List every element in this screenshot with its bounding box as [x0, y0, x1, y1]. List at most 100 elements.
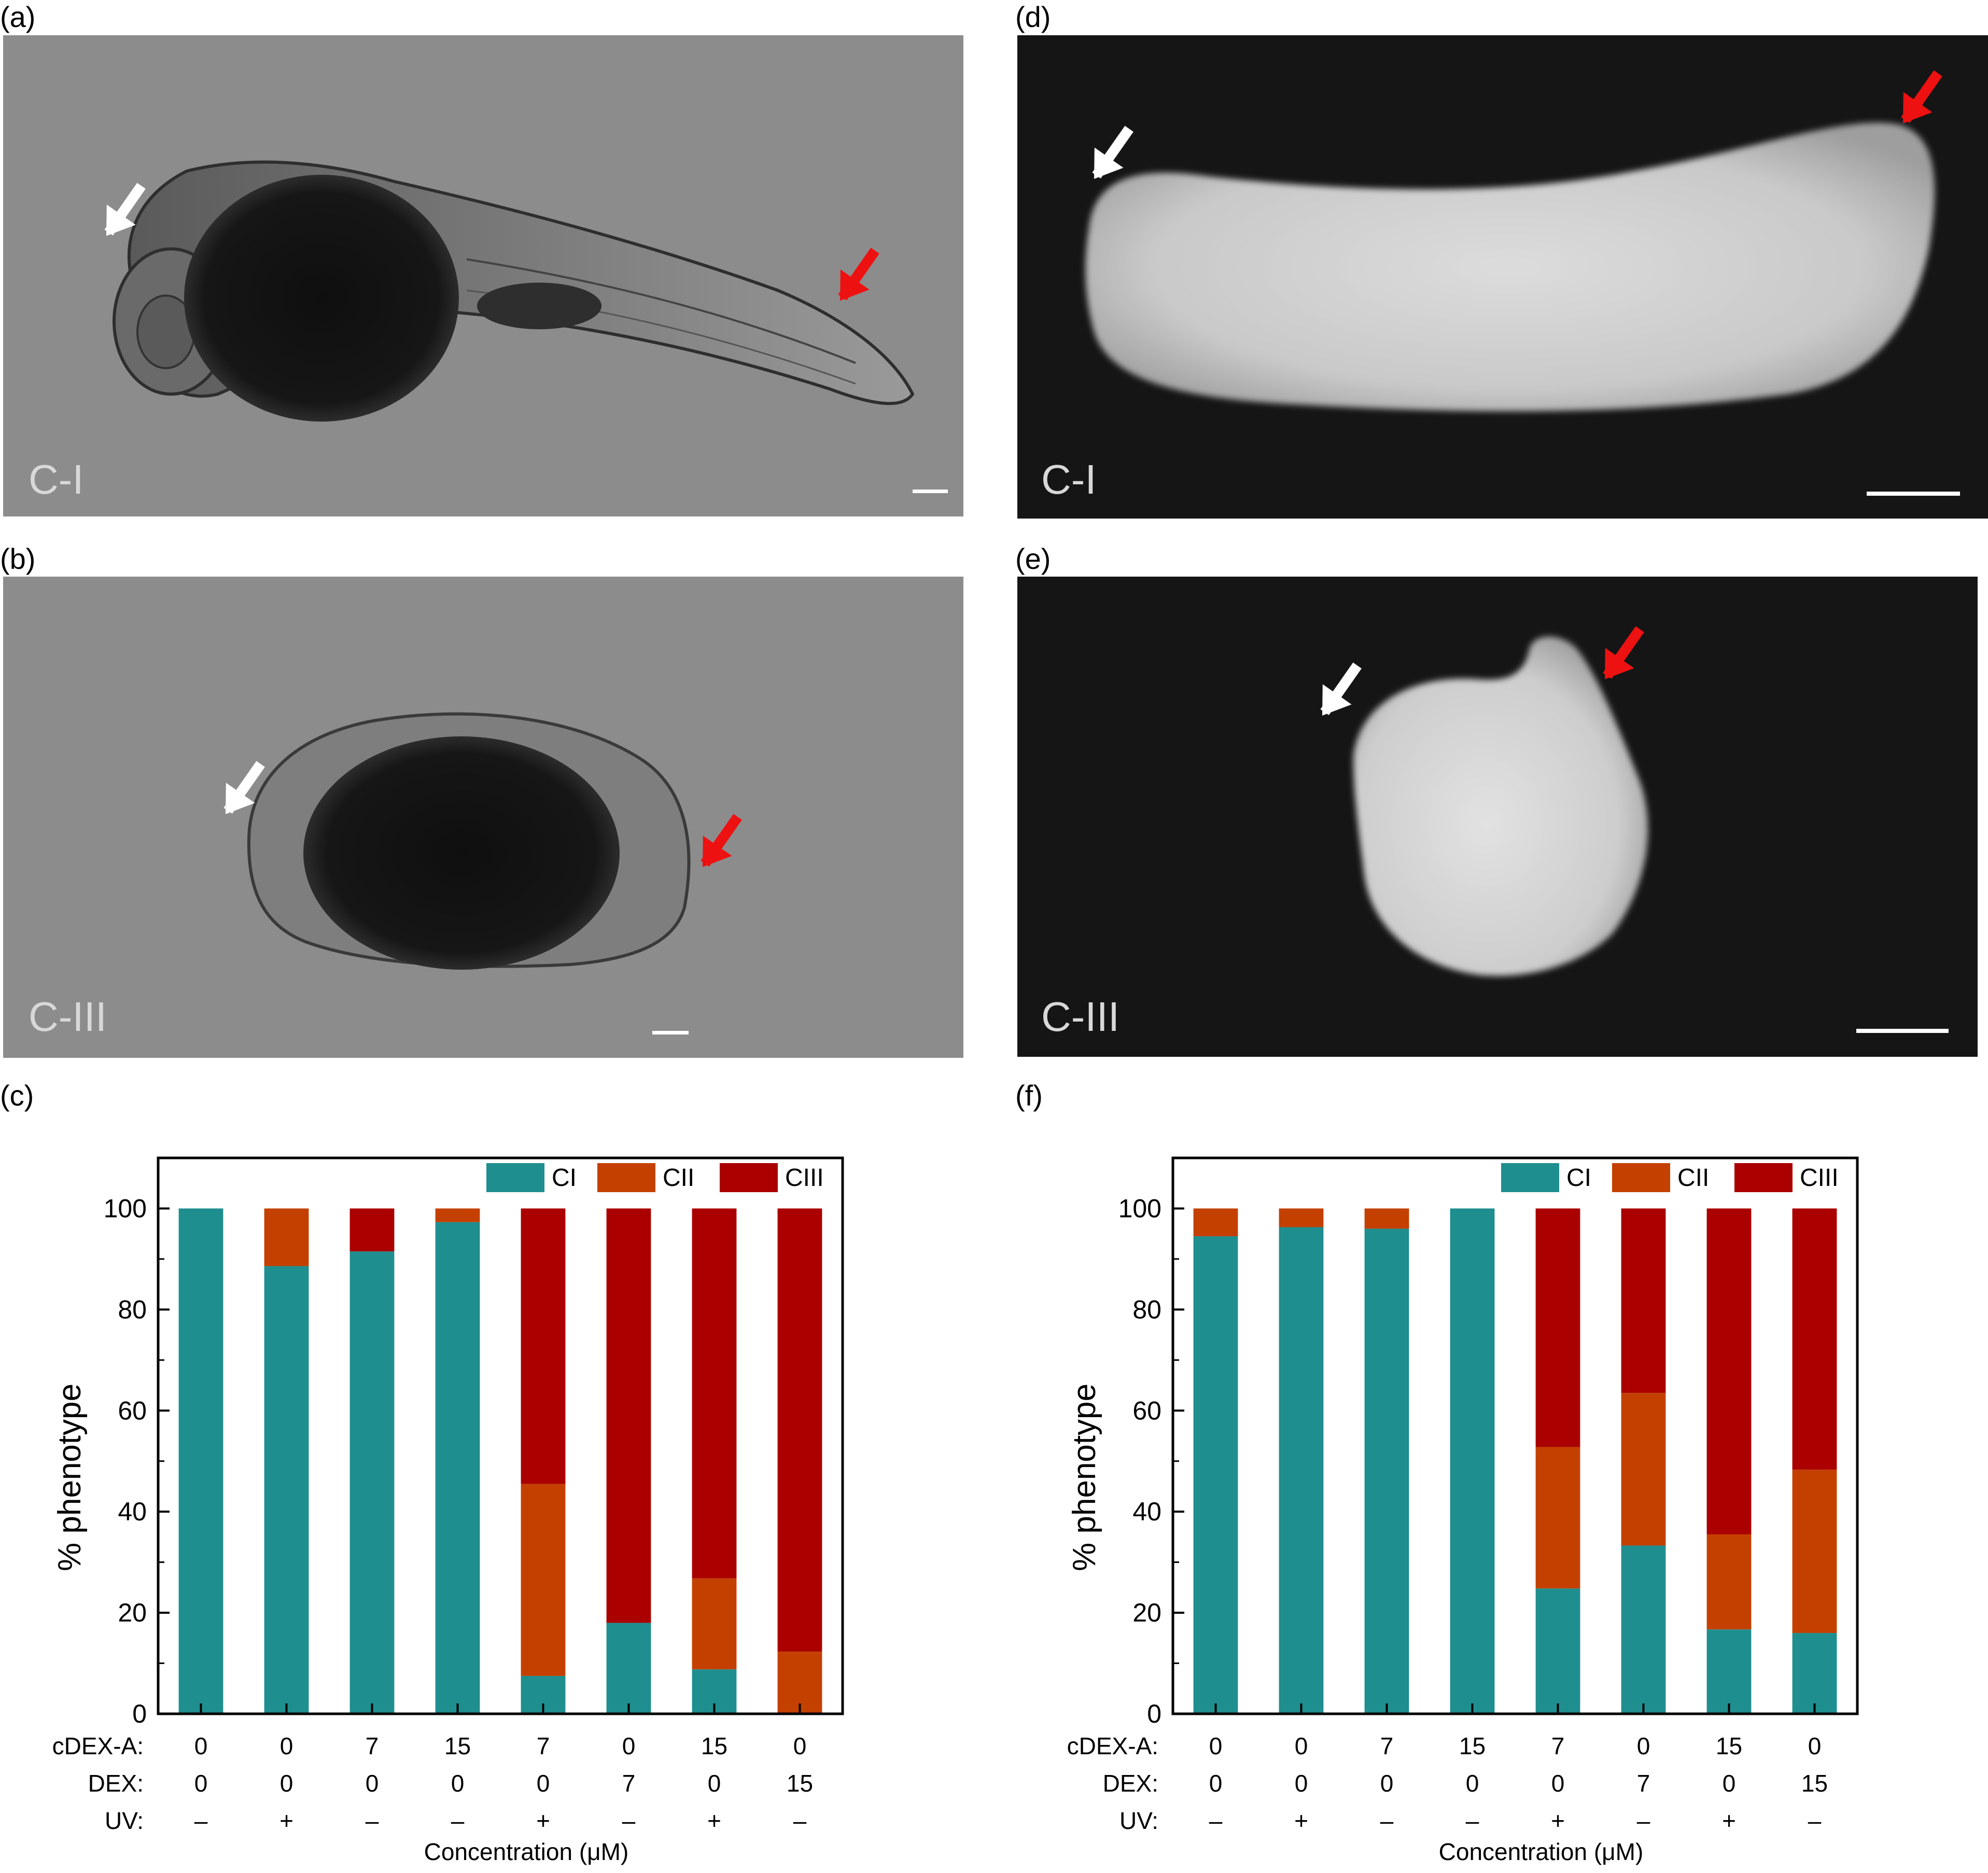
bar-f-ci-6 [1621, 1545, 1666, 1714]
bar-c-cii-4 [435, 1208, 480, 1222]
table-cell-c-1-2: 0 [280, 1770, 293, 1797]
legend-label-c-cii: CII [663, 1164, 694, 1192]
table-row-label-c-1: DEX: [88, 1770, 144, 1797]
table-cell-c-1-6: 7 [622, 1770, 636, 1797]
plot-frame-f [1171, 1156, 1859, 1715]
bar-f-ci-8 [1792, 1633, 1837, 1714]
red-arrow-icon [1603, 626, 1644, 679]
y-tick-label-f-2: 40 [1132, 1497, 1161, 1526]
table-cell-f-0-7: 15 [1716, 1732, 1742, 1759]
panel-letter-c: (c) [0, 1079, 34, 1112]
table-cell-c-1-7: 0 [708, 1770, 721, 1797]
bar-f-ci-3 [1364, 1228, 1409, 1714]
bar-c-ciii-8 [777, 1208, 822, 1652]
panel-letter-e: (e) [1015, 542, 1051, 575]
y-tick-label-c-4: 80 [118, 1295, 147, 1324]
panel-f: (f) 0 20 40 60 80 100 % phenotype cDEX-A: 0 0 7 15 7… [1015, 1079, 1859, 1865]
image-label-d: C-I [1041, 456, 1097, 502]
table-cell-f-1-3: 0 [1380, 1770, 1394, 1797]
legend-label-f-ciii: CIII [1800, 1164, 1839, 1192]
table-cell-c-2-7: + [707, 1807, 721, 1834]
y-axis-title-f: % phenotype [1067, 1383, 1102, 1571]
white-arrow-icon [1320, 662, 1362, 716]
table-cell-c-1-8: 15 [787, 1770, 813, 1797]
bar-f-cii-3 [1364, 1208, 1409, 1229]
y-tick-label-c-3: 60 [118, 1396, 147, 1425]
scale-bar [1856, 1029, 1949, 1033]
table-cell-f-2-1: – [1209, 1807, 1223, 1834]
table-cell-c-2-4: – [451, 1807, 465, 1834]
table-cell-f-2-6: – [1637, 1807, 1650, 1834]
table-cell-c-0-5: 7 [537, 1732, 550, 1759]
y-tick-label-f-3: 60 [1132, 1396, 1161, 1425]
panel-letter-d: (d) [1015, 1, 1051, 33]
bar-c-ci-2 [264, 1266, 309, 1714]
scale-bar [913, 490, 948, 493]
red-arrow-icon [1901, 70, 1942, 123]
panel-e: (e) C-III [1015, 542, 1978, 1057]
bar-f-ciii-6 [1621, 1208, 1666, 1393]
panel-a: (a) C-I [0, 1, 963, 516]
plot-frame-c [157, 1156, 844, 1715]
white-arrow-icon [104, 183, 146, 236]
table-cell-f-2-7: + [1722, 1807, 1736, 1834]
table-cell-f-0-5: 7 [1551, 1732, 1565, 1759]
table-cell-f-1-1: 0 [1209, 1770, 1223, 1797]
table-cell-c-2-3: – [366, 1807, 379, 1834]
table-cell-f-0-1: 0 [1209, 1732, 1223, 1759]
table-cell-f-1-7: 0 [1723, 1770, 1736, 1797]
bar-c-ciii-3 [349, 1208, 395, 1252]
white-arrow-icon [1092, 125, 1133, 179]
table-row-label-f-1: DEX: [1103, 1770, 1158, 1797]
legend-swatch-c-cii [597, 1163, 655, 1192]
bar-f-ci-2 [1279, 1227, 1324, 1714]
bar-c-ciii-5 [521, 1208, 566, 1484]
red-arrow-icon [701, 814, 742, 867]
bar-f-ciii-5 [1535, 1208, 1580, 1447]
table-cell-f-1-6: 7 [1637, 1770, 1650, 1797]
image-label-b: C-III [29, 994, 107, 1040]
legend-label-c-ciii: CIII [785, 1164, 824, 1192]
bar-c-cii-2 [264, 1208, 309, 1266]
table-cell-c-0-3: 7 [366, 1732, 379, 1759]
table-row-label-c-0: cDEX-A: [52, 1732, 144, 1759]
table-cell-c-2-2: + [279, 1807, 293, 1834]
chart-c: 0 20 40 60 80 100 % phenotype cDEX-A: 0 0 7 15 7 0 15 0… [52, 1156, 844, 1865]
table-cell-f-1-2: 0 [1295, 1770, 1308, 1797]
image-label-a: C-I [29, 456, 84, 502]
red-arrow-icon [838, 247, 879, 301]
table-cell-c-0-7: 15 [701, 1732, 727, 1759]
image-label-e: C-III [1041, 994, 1119, 1040]
table-cell-c-1-4: 0 [451, 1770, 465, 1797]
bar-f-ci-5 [1535, 1588, 1580, 1714]
x-axis-title-f: Concentration (μM) [1439, 1838, 1644, 1865]
embryo-ci-fluorescence [1085, 122, 1935, 412]
panel-c: (c) 0 20 40 60 80 100 % phenotype cDEX-A: 0 0 7 15 7… [0, 1079, 844, 1865]
table-cell-c-2-8: – [793, 1807, 807, 1834]
y-tick-label-c-5: 100 [104, 1194, 147, 1223]
table-cell-f-1-8: 15 [1801, 1770, 1828, 1797]
bar-f-ci-4 [1450, 1208, 1495, 1714]
table-cell-f-2-3: – [1380, 1807, 1394, 1834]
legend-swatch-f-cii [1612, 1163, 1670, 1192]
bar-c-cii-5 [521, 1484, 566, 1676]
table-cell-c-1-5: 0 [537, 1770, 550, 1797]
table-cell-f-2-8: – [1808, 1807, 1822, 1834]
bar-f-ci-1 [1193, 1236, 1238, 1714]
embryo-ci-brightfield [113, 160, 915, 422]
bar-c-ci-6 [606, 1623, 651, 1714]
table-cell-c-0-2: 0 [280, 1732, 293, 1759]
legend-swatch-c-ci [486, 1163, 544, 1192]
legend-label-f-ci: CI [1566, 1164, 1591, 1192]
bar-c-ci-1 [178, 1208, 223, 1714]
chart-f: 0 20 40 60 80 100 % phenotype cDEX-A: 0 0 7 15 7 0 15 0… [1067, 1156, 1859, 1865]
table-cell-f-0-2: 0 [1295, 1732, 1308, 1759]
white-arrow-icon [223, 761, 265, 814]
scale-bar [1867, 492, 1960, 496]
table-cell-f-0-4: 15 [1459, 1732, 1486, 1759]
panel-d: (d) C-I [1015, 1, 1988, 519]
bar-f-cii-2 [1279, 1208, 1324, 1227]
legend-swatch-f-ci [1501, 1163, 1559, 1192]
table-cell-c-0-6: 0 [622, 1732, 636, 1759]
